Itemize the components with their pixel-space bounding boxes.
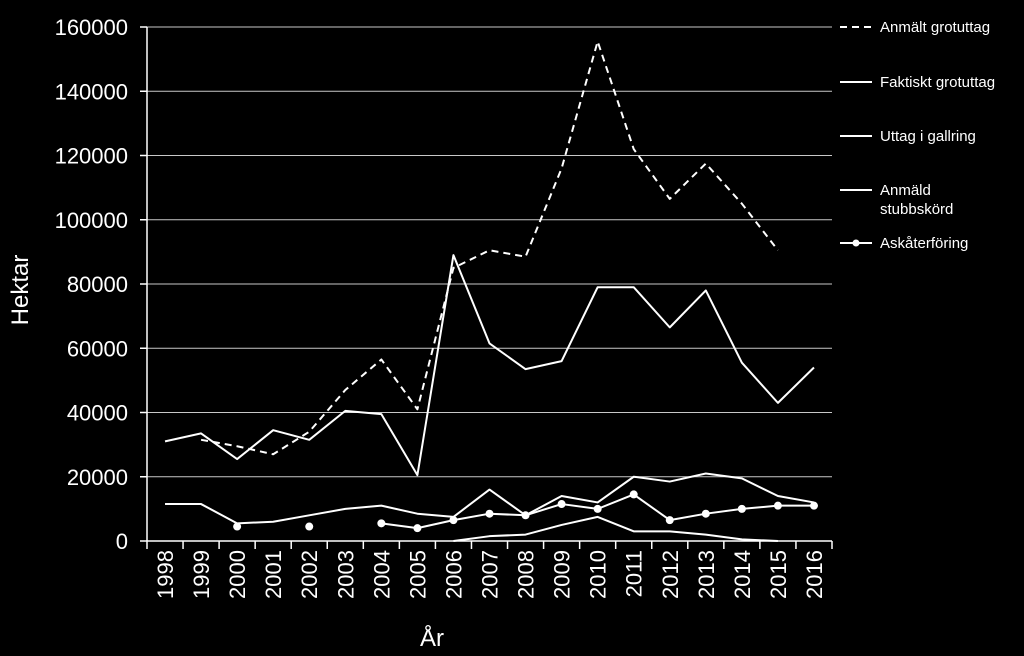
y-tick-labels: 0 20000 40000 60000 80000 100000 120000 140000 1…: [55, 15, 128, 554]
y-tick-label: 100000: [55, 208, 128, 233]
legend: Anmält grotuttag Faktiskt grotuttag Uttag …: [840, 19, 995, 252]
series-segment: [633, 493, 671, 521]
legend-item: Faktiskt grotuttag: [840, 74, 995, 91]
series-segment: [381, 522, 418, 530]
y-tick-label: 60000: [67, 336, 128, 361]
series-segment: [489, 512, 526, 517]
axes: [140, 26, 833, 549]
series-segment: [597, 493, 635, 510]
y-tick-label: 40000: [67, 401, 128, 426]
x-tick-label: 2004: [369, 550, 394, 599]
series-segment: [741, 504, 779, 510]
x-tick-label: 2012: [658, 550, 683, 599]
x-tick-label: 2016: [802, 550, 827, 599]
x-tick-label: 2010: [586, 550, 611, 599]
legend-label: Uttag i gallring: [880, 128, 976, 145]
series-5: [233, 490, 818, 533]
series-group: [164, 40, 818, 542]
x-tick-label: 2003: [333, 550, 358, 599]
x-axis-title: År: [420, 624, 444, 652]
x-tick-label: 2014: [730, 550, 755, 599]
series-segment: [669, 512, 706, 522]
legend-item: Anmäld stubbskörd: [840, 182, 953, 218]
series-segment: [705, 507, 743, 515]
y-tick-label: 120000: [55, 144, 128, 169]
series-line: [453, 515, 778, 542]
series-4: [453, 515, 778, 542]
series-segment: [453, 512, 490, 522]
x-tick-label: 2007: [478, 550, 503, 599]
x-tick-labels: 1998 1999 2000 2001 2002 2003 2004 2005 2006 2007…: [153, 550, 827, 599]
x-tick-label: 2008: [514, 550, 539, 599]
series-segment: [525, 503, 562, 517]
grid: [147, 26, 832, 478]
y-tick-label: 160000: [55, 15, 128, 40]
series-2: [164, 254, 815, 477]
series-1: [200, 40, 779, 456]
series-3: [165, 472, 815, 525]
x-tick-label: 2005: [405, 550, 430, 599]
x-tick-label: 2000: [225, 550, 250, 599]
y-tick-label: 80000: [67, 272, 128, 297]
legend-label: Anmäld: [880, 182, 931, 199]
x-tick-label: 2001: [261, 550, 286, 599]
data-point: [305, 522, 314, 531]
legend-label: Askåterföring: [880, 235, 968, 252]
series-segment: [561, 503, 598, 510]
x-tick-label: 1999: [189, 550, 214, 599]
x-tick-label: 2013: [694, 550, 719, 599]
y-axis-title: Hektar: [7, 255, 34, 326]
x-tick-label: 2002: [297, 550, 322, 599]
y-tick-label: 0: [116, 529, 128, 554]
series-line: [165, 472, 815, 525]
x-tick-label: 2015: [766, 550, 791, 599]
series-line: [164, 254, 815, 477]
x-tick-label: 2011: [622, 550, 647, 597]
legend-item: Anmält grotuttag: [840, 19, 990, 36]
legend-label: Anmält grotuttag: [880, 19, 990, 36]
legend-label: Faktiskt grotuttag: [880, 74, 995, 91]
legend-item: Askåterföring: [840, 235, 968, 252]
series-segment: [417, 519, 454, 530]
legend-marker: [852, 239, 860, 247]
data-point: [233, 522, 242, 531]
legend-item: Uttag i gallring: [840, 128, 976, 145]
y-tick-label: 140000: [55, 79, 128, 104]
legend-label: stubbskörd: [880, 201, 953, 218]
x-tick-label: 2009: [550, 550, 575, 599]
x-tick-label: 2006: [441, 550, 466, 599]
x-tick-label: 1998: [153, 550, 178, 599]
series-line: [200, 40, 779, 456]
y-tick-label: 20000: [67, 465, 128, 490]
